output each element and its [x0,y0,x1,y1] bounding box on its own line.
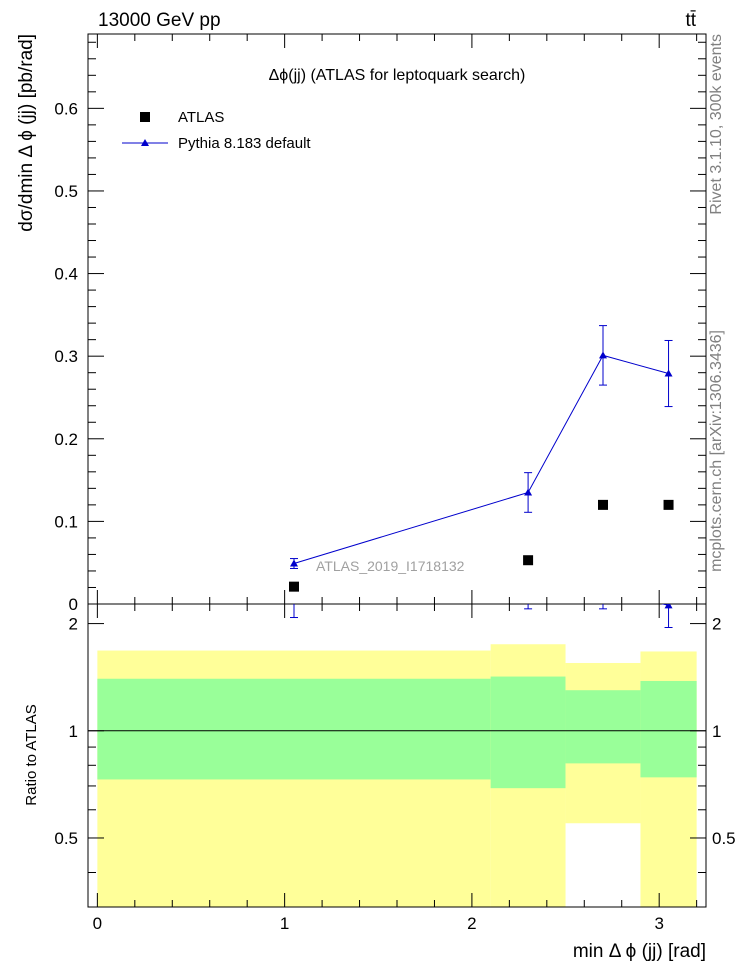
ratio-y-tick-label-right: 1 [712,722,721,741]
legend-pythia-marker [141,139,149,146]
axis-ticks [88,34,706,907]
green-band-1 [490,676,566,789]
y-tick-label: 0.6 [54,99,78,118]
x-tick-label: 2 [467,914,476,933]
legend-atlas-label: ATLAS [178,109,224,126]
ratio-y-tick-label-right: 0.5 [712,829,736,848]
green-band-0 [97,678,491,780]
x-tick-label: 1 [280,914,289,933]
atlas-point [523,555,534,566]
atlas-point [663,499,674,510]
pythia-point [599,351,607,359]
pythia-point [664,369,673,377]
ratio-pythia-point [599,585,607,592]
rivet-label: Rivet 3.1.10, 300k events [708,34,725,215]
x-tick-label: 0 [93,914,102,933]
process-label: tt̄ [685,10,696,31]
y-tick-label: 0 [69,595,78,614]
axis-tick-labels: 00.10.20.30.40.50.60.5 0.51 12 20 1 2 3 [54,99,735,933]
ratio-plot-data [290,582,673,628]
analysis-watermark: ATLAS_2019_I1718132 [316,558,465,574]
pythia-point [290,559,298,567]
green-band-2 [565,690,641,764]
ratio-pythia-line [660,604,669,606]
ratio-y-tick-label: 0.5 [54,829,78,848]
y-tick-label: 0.3 [54,347,78,366]
x-axis-title: min Δ ϕ (jj) [rad] [573,941,706,962]
ratio-y-axis-title: Ratio to ATLAS [23,704,40,805]
green-band-3 [640,680,697,778]
collision-energy-label: 13000 GeV pp [98,10,221,31]
y-tick-label: 0.1 [54,512,78,531]
ratio-y-tick-label: 1 [69,722,78,741]
y-tick-label: 0.2 [54,430,78,449]
mcplots-label: mcplots.cern.ch [arXiv:1306.3436] [708,330,725,572]
pythia-point [524,488,533,496]
y-tick-label: 0.4 [54,265,78,284]
ratio-pythia-point [664,604,673,609]
y-axis-title: dσ/dmin Δ ϕ (jj) [pb/rad] [16,34,37,232]
legend-pythia-label: Pythia 8.183 default [178,135,311,152]
atlas-point [598,499,608,510]
ratio-uncertainty-bands [97,644,697,907]
ratio-pythia-point [524,582,532,589]
plot-title: Δϕ(jj) (ATLAS for leptoquark search) [269,67,526,84]
main-plot-data [289,325,674,592]
y-tick-label: 0.5 [54,182,78,201]
ratio-pythia-point [290,596,298,603]
ratio-y-tick-label-right: 2 [712,615,721,634]
pythia-line [293,354,669,565]
legend-atlas-marker [140,112,150,122]
x-tick-label: 3 [654,914,663,933]
atlas-point [289,581,299,592]
ratio-y-tick-label: 2 [69,615,78,634]
legend: ATLAS Pythia 8.183 default [122,109,311,152]
